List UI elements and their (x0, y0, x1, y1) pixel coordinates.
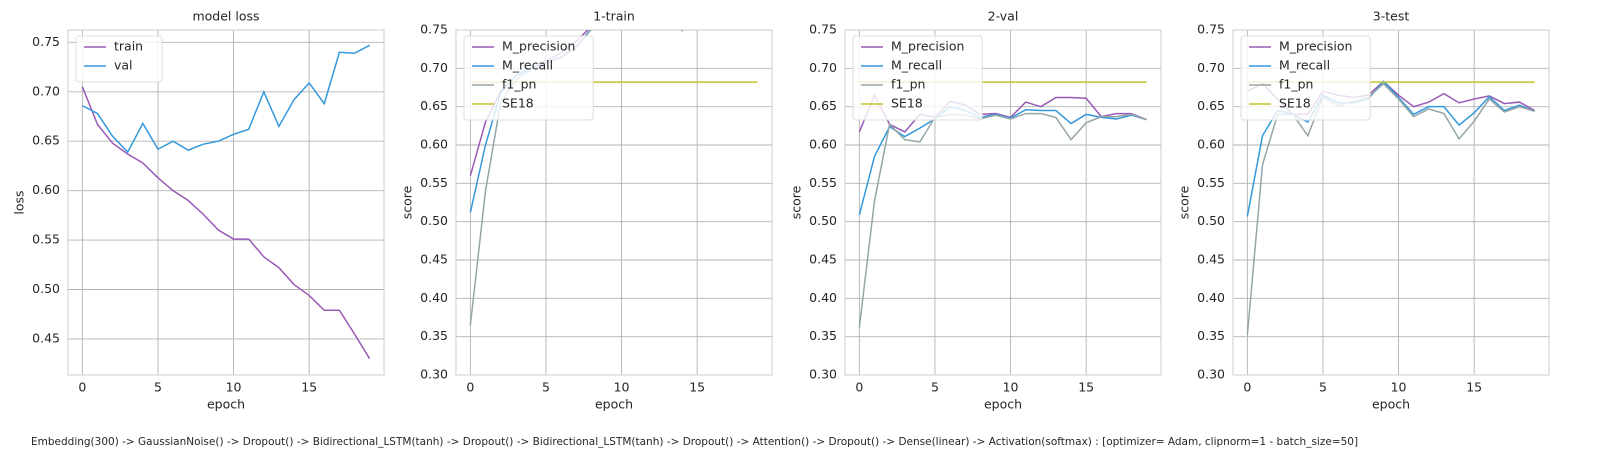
x-tick-label: 15 (1466, 380, 1482, 395)
series-line (82, 44, 370, 154)
series-line (81, 86, 371, 360)
y-axis-label: score (789, 185, 804, 219)
y-tick-label: 0.60 (420, 137, 448, 152)
legend-label: f1_pn (502, 77, 536, 92)
y-tick-label: 0.50 (1197, 213, 1225, 228)
plot-frame (455, 29, 773, 376)
y-tick-label: 0.60 (1197, 137, 1225, 152)
y-tick-label: 0.45 (420, 252, 448, 267)
y-tick-label: 0.75 (420, 22, 448, 37)
panel-title: 3-test (1373, 9, 1410, 24)
y-tick-label: 0.60 (809, 137, 837, 152)
legend-label: M_precision (1279, 39, 1352, 54)
y-tick-label: 0.55 (809, 175, 837, 190)
y-tick-label: 0.30 (420, 367, 448, 382)
x-tick-label: 0 (78, 380, 86, 395)
x-tick-label: 10 (1391, 380, 1407, 395)
legend-label: M_recall (502, 58, 553, 73)
y-tick-label: 0.55 (420, 175, 448, 190)
x-tick-label: 0 (855, 380, 863, 395)
legend-label: M_recall (891, 58, 942, 73)
y-tick-label: 0.70 (32, 83, 60, 98)
series-line (858, 112, 1147, 328)
plot-frame (844, 29, 1162, 376)
legend-box (463, 35, 594, 121)
x-tick-label: 10 (1003, 380, 1019, 395)
y-tick-label: 0.65 (32, 133, 60, 148)
x-axis-label: epoch (1372, 397, 1410, 412)
y-tick-label: 0.50 (32, 281, 60, 296)
x-tick-label: 0 (466, 380, 474, 395)
legend-label: f1_pn (891, 77, 925, 92)
legend-label: M_precision (891, 39, 964, 54)
y-tick-label: 0.40 (1197, 290, 1225, 305)
y-tick-label: 0.35 (1197, 328, 1225, 343)
plot-frame (67, 29, 385, 376)
x-tick-label: 10 (614, 380, 630, 395)
legend-label: M_precision (502, 39, 575, 54)
y-tick-label: 0.50 (420, 213, 448, 228)
y-tick-label: 0.65 (1197, 98, 1225, 113)
y-tick-label: 0.70 (809, 60, 837, 75)
legend-box (1240, 35, 1371, 121)
x-tick-label: 15 (301, 380, 317, 395)
y-tick-label: 0.40 (809, 290, 837, 305)
y-tick-label: 0.65 (420, 98, 448, 113)
y-tick-label: 0.75 (809, 22, 837, 37)
y-tick-label: 0.50 (809, 213, 837, 228)
footer-caption: Embedding(300) -> GaussianNoise() -> Dro… (31, 436, 1358, 448)
panel-title: 1-train (593, 9, 635, 24)
legend-label: val (114, 58, 133, 73)
x-axis-label: epoch (984, 397, 1022, 412)
x-tick-label: 5 (931, 380, 939, 395)
x-tick-label: 5 (1319, 380, 1327, 395)
y-axis-label: score (1177, 185, 1192, 219)
series-line (858, 105, 1147, 215)
y-tick-label: 0.75 (32, 34, 60, 49)
x-axis-label: epoch (595, 397, 633, 412)
y-tick-label: 0.45 (32, 330, 60, 345)
legend-label: M_recall (1279, 58, 1330, 73)
y-tick-label: 0.45 (809, 252, 837, 267)
y-tick-label: 0.65 (809, 98, 837, 113)
y-axis-label: loss (12, 190, 27, 214)
y-tick-label: 0.30 (809, 367, 837, 382)
y-axis-label: score (400, 185, 415, 219)
panel-title: model loss (192, 9, 259, 24)
panel-title: 2-val (988, 9, 1019, 24)
legend-label: f1_pn (1279, 77, 1313, 92)
legend-label: SE18 (891, 96, 923, 111)
x-axis-label: epoch (207, 397, 245, 412)
x-tick-label: 15 (689, 380, 705, 395)
legend-label: train (114, 39, 143, 54)
y-tick-label: 0.60 (32, 182, 60, 197)
series-line (1246, 82, 1535, 336)
y-tick-label: 0.40 (420, 290, 448, 305)
legend-box (852, 35, 983, 121)
legend-label: SE18 (502, 96, 534, 111)
x-tick-label: 10 (226, 380, 242, 395)
y-tick-label: 0.35 (420, 328, 448, 343)
plot-frame (1232, 29, 1550, 376)
y-tick-label: 0.75 (1197, 22, 1225, 37)
legend-label: SE18 (1279, 96, 1311, 111)
x-tick-label: 5 (542, 380, 550, 395)
x-tick-label: 5 (154, 380, 162, 395)
y-tick-label: 0.70 (1197, 60, 1225, 75)
y-tick-label: 0.45 (1197, 252, 1225, 267)
y-tick-label: 0.30 (1197, 367, 1225, 382)
y-tick-label: 0.70 (420, 60, 448, 75)
y-tick-label: 0.35 (809, 328, 837, 343)
x-tick-label: 15 (1078, 380, 1094, 395)
y-tick-label: 0.55 (1197, 175, 1225, 190)
y-tick-label: 0.55 (32, 232, 60, 247)
x-tick-label: 0 (1243, 380, 1251, 395)
